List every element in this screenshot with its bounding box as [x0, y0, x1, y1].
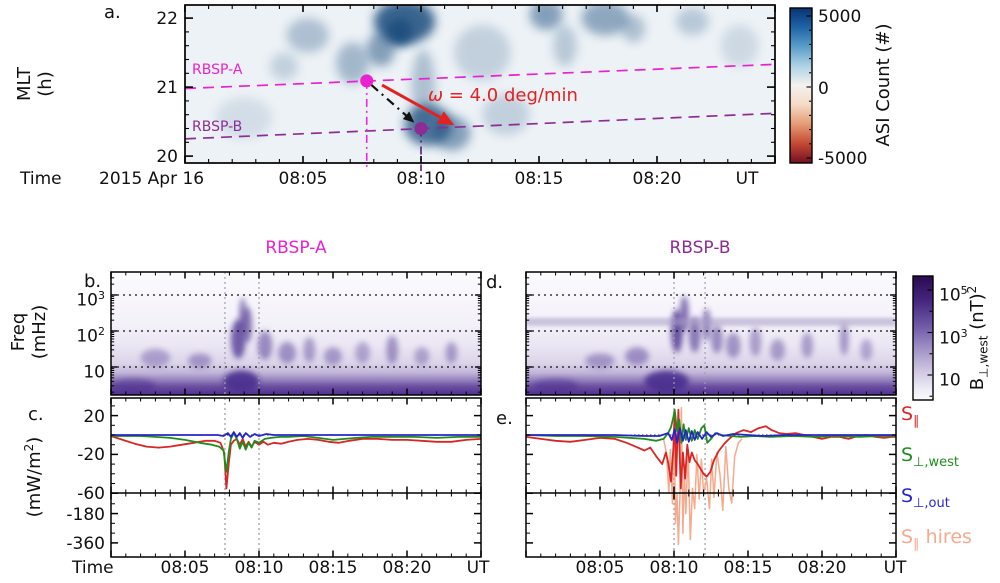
poynting-tick-neg360: -360	[66, 534, 105, 554]
mlt-axis-label: MLT (h)	[14, 22, 58, 146]
asi-cbar-tick-0: 0	[818, 79, 829, 99]
xtick-label: 08:15	[723, 558, 773, 578]
asi-cbar-label: ASI Count (#)	[873, 23, 894, 147]
title-rbsp-a: RBSP-A	[265, 238, 327, 258]
freq-tick-100: 102	[76, 325, 105, 347]
power-colorbar	[912, 275, 934, 401]
date-label: 2015 Apr 16	[99, 169, 205, 189]
xtick-label: 08:05	[278, 169, 328, 189]
legend-s-perp-west: S⊥,west	[901, 444, 960, 470]
mlt-tick-22: 22	[156, 9, 178, 29]
asi-colorbar	[789, 7, 813, 164]
xtick-label: 08:15	[308, 558, 358, 578]
mlt-tick-20: 20	[156, 147, 178, 167]
rbsp-a-track-label: RBSP-A	[192, 62, 243, 78]
asi-cbar-tick-neg5000: -5000	[818, 149, 868, 169]
ut-label-top: UT	[735, 169, 759, 189]
mlt-tick-21: 21	[156, 78, 178, 98]
poynting-tick-neg20: -20	[77, 445, 105, 465]
pwr-cbar-tick-1e5: 105	[939, 284, 968, 306]
freq-axis-label-line1: Freq	[8, 312, 29, 352]
panel-c-letter: c.	[28, 404, 44, 425]
panel-a-letter: a.	[104, 2, 121, 23]
panel-d-letter: d.	[486, 272, 504, 293]
legend-s-perp-out: S⊥,out	[901, 485, 950, 511]
ut-label-bottom-right: UT	[883, 558, 907, 578]
freq-tick-1000: 103	[76, 289, 105, 311]
legend-s-parallel-hires: S∥ hires	[901, 526, 972, 552]
time-axis-label-top: Time	[20, 169, 62, 189]
panel-d-spectrogram	[525, 271, 897, 396]
xtick-label: 08:15	[514, 169, 564, 189]
ut-label-bottom-left: UT	[466, 558, 490, 578]
legend-s-parallel: S∥	[901, 403, 920, 429]
mlt-axis-label-line2: (h)	[35, 71, 56, 97]
pwr-cbar-label: B⊥,west (nT)2	[965, 285, 991, 391]
poynting-tick-20: 20	[83, 407, 105, 427]
pwr-cbar-tick-1e3: 103	[939, 327, 968, 349]
asi-cbar-tick-5000: 5000	[818, 7, 862, 27]
panel-b-letter: b.	[84, 271, 102, 292]
panel-a-keogram	[184, 4, 776, 171]
freq-axis-label-line2: (mHz)	[29, 304, 50, 360]
panel-e-timeseries	[525, 397, 897, 558]
poynting-tick-neg180: -180	[66, 505, 105, 525]
omega-annotation: ω = 4.0 deg/min	[428, 86, 578, 105]
freq-axis-label: Freq (mHz)	[8, 270, 52, 394]
rbsp-b-track-label: RBSP-B	[192, 119, 243, 135]
panel-c-timeseries	[110, 397, 482, 558]
panel-b-spectrogram	[110, 271, 482, 396]
pwr-cbar-tick-10: 10	[939, 370, 961, 391]
poynting-axis-label: (mW/m2)	[22, 436, 45, 518]
xtick-label: 08:05	[160, 558, 210, 578]
xtick-label: 08:20	[382, 558, 432, 578]
poynting-tick-neg60: -60	[77, 484, 105, 504]
mlt-axis-label-line1: MLT	[14, 66, 35, 102]
xtick-label: 08:10	[396, 169, 446, 189]
freq-tick-10: 10	[83, 362, 105, 383]
xtick-label: 08:10	[649, 558, 699, 578]
title-rbsp-b: RBSP-B	[669, 238, 731, 258]
xtick-label: 08:05	[575, 558, 625, 578]
time-axis-label-bottom: Time	[72, 558, 114, 578]
xtick-label: 08:20	[632, 169, 682, 189]
panel-e-letter: e.	[496, 408, 513, 429]
omega-text: = 4.0 deg/min	[443, 85, 578, 106]
omega-symbol: ω	[428, 85, 444, 106]
xtick-label: 08:20	[797, 558, 847, 578]
xtick-label: 08:10	[234, 558, 284, 578]
